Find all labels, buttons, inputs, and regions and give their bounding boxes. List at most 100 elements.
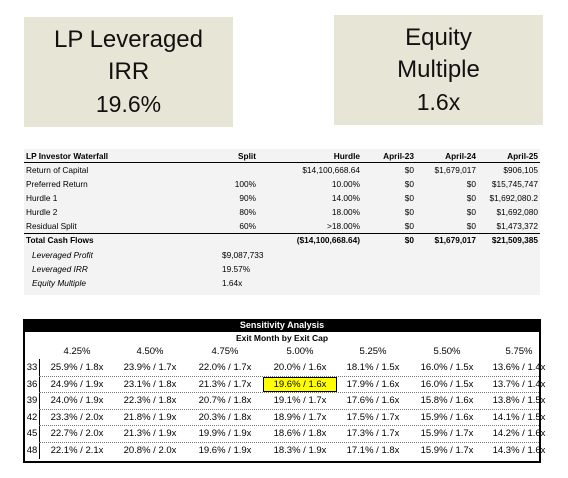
row-label: Preferred Return: [26, 179, 88, 189]
equity-label-line1: Equity: [405, 24, 472, 51]
exit-month-label: 45: [26, 428, 38, 439]
grid-cell: 15.9% / 1.7x: [420, 428, 474, 439]
row-rule: [39, 375, 539, 377]
exit-month-label: 39: [26, 395, 38, 406]
irr-label-line1: LP Leveraged: [53, 26, 203, 53]
exit-cap-header: 5.75%: [505, 346, 533, 357]
row-april-24: $0: [466, 179, 476, 189]
header-april-25: April-25: [507, 151, 538, 161]
table-row: Preferred Return 100% 10.00% $0 $0 $15,7…: [24, 178, 540, 191]
grid-cell: 23.9% / 1.7x: [123, 362, 177, 373]
sensitivity-title: Sensitivity Analysis: [239, 320, 325, 330]
row-split: 100%: [234, 179, 256, 189]
row-april-23: $0: [404, 179, 414, 189]
row-april-24: $0: [466, 193, 476, 203]
summary-label: Leveraged Profit: [32, 250, 93, 260]
summary-row: Leveraged Profit $9,087,733: [24, 249, 540, 262]
header-divider: [24, 162, 540, 163]
grid-cell: 15.9% / 1.7x: [420, 444, 474, 456]
grid-cell: 17.1% / 1.8x: [346, 444, 400, 456]
row-split: 90%: [239, 193, 256, 203]
grid-cell: 18.9% / 1.7x: [273, 411, 327, 423]
header-april-24: April-24: [445, 151, 476, 161]
grid-cell: 14.2% / 1.6x: [492, 428, 546, 439]
grid-cell: 21.3% / 1.7x: [198, 378, 252, 390]
grid-cell: 17.3% / 1.7x: [346, 428, 400, 439]
equity-label-line2: Multiple: [397, 56, 480, 83]
header-split: Split: [238, 151, 256, 161]
grid-cell: 15.9% / 1.6x: [420, 411, 474, 423]
summary-label: Leveraged IRR: [32, 264, 88, 274]
exit-cap-header: 5.25%: [359, 346, 387, 357]
row-april-25: $1,692,080: [496, 207, 538, 217]
grid-cell: 19.9% / 1.9x: [198, 428, 252, 439]
sensitivity-subtitle: Exit Month by Exit Cap: [25, 332, 539, 344]
sensitivity-table: Sensitivity Analysis Exit Month by Exit …: [23, 319, 545, 463]
row-rule: [39, 408, 539, 410]
grid-cell: 15.8% / 1.6x: [420, 395, 474, 406]
header-label: LP Investor Waterfall: [26, 151, 109, 161]
grid-cell: 21.8% / 1.9x: [123, 411, 177, 423]
grid-cell: 20.7% / 1.8x: [198, 395, 252, 406]
row-april-25: $1,473,372: [496, 221, 538, 231]
grid-cell: 22.0% / 1.7x: [198, 362, 252, 373]
exit-cap-header: 5.50%: [433, 346, 461, 357]
grid-cell: 25.9% / 1.8x: [50, 362, 104, 373]
row-rule: [39, 392, 539, 393]
exit-month-label: 48: [26, 444, 38, 456]
table-row: Hurdle 1 90% 14.00% $0 $0 $1,692,080.2: [24, 192, 540, 205]
grid-cell: 13.6% / 1.4x: [492, 362, 546, 373]
total-row: Total Cash Flows ($14,100,668.64) $0 $1,…: [24, 234, 540, 247]
row-april-23: $0: [404, 193, 414, 203]
row-hurdle: 18.00%: [331, 207, 360, 217]
grid-cell: 14.1% / 1.5x: [492, 411, 546, 423]
row-label: Hurdle 2: [26, 207, 58, 217]
row-april-23: $0: [404, 207, 414, 217]
row-rule: [39, 425, 539, 426]
row-april-25: $15,745,747: [491, 179, 538, 189]
row-hurdle: $14,100,668.64: [302, 165, 360, 175]
grid-cell: 19.6% / 1.9x: [198, 444, 252, 456]
equity-value: 1.6x: [416, 89, 461, 115]
grid-cell: 18.3% / 1.9x: [273, 444, 327, 456]
grid-cell: 13.7% / 1.4x: [492, 378, 546, 390]
grid-cell: 24.9% / 1.9x: [50, 378, 104, 390]
grid-cell: 19.1% / 1.7x: [273, 395, 327, 406]
grid-cell: 16.0% / 1.5x: [420, 362, 474, 373]
grid-cell: 23.1% / 1.8x: [123, 378, 177, 390]
irr-label-line2: IRR: [107, 58, 150, 85]
total-label: Total Cash Flows: [26, 235, 94, 245]
equity-multiple-card: Equity Multiple 1.6x: [334, 15, 543, 125]
exit-month-label: 36: [26, 378, 38, 390]
row-label: Return of Capital: [26, 165, 89, 175]
total-april-23: $0: [404, 235, 414, 245]
table-row: Hurdle 2 80% 18.00% $0 $0 $1,692,080: [24, 206, 540, 219]
grid-cell: 17.6% / 1.6x: [346, 395, 400, 406]
row-rule: [39, 441, 539, 443]
row-split: 60%: [239, 221, 256, 231]
irr-card: LP Leveraged IRR 19.6%: [24, 17, 233, 127]
header-april-23: April-23: [383, 151, 414, 161]
row-label: Hurdle 1: [26, 193, 58, 203]
row-april-24: $0: [466, 207, 476, 217]
total-april-24: $1,679,017: [434, 235, 476, 245]
grid-cell: 22.1% / 2.1x: [50, 444, 104, 456]
grid-cell: 20.0% / 1.6x: [273, 362, 327, 373]
grid-cell: 20.3% / 1.8x: [198, 411, 252, 423]
grid-cell: 18.6% / 1.8x: [273, 428, 327, 439]
total-april-25: $21,509,385: [491, 235, 538, 245]
summary-value: 19.57%: [222, 264, 251, 274]
total-hurdle: ($14,100,668.64): [296, 235, 360, 245]
grid-cell: 22.3% / 1.8x: [123, 395, 177, 406]
exit-cap-header: 5.00%: [286, 346, 314, 357]
exit-cap-header: 4.75%: [211, 346, 239, 357]
row-april-23: $0: [404, 221, 414, 231]
row-label: Residual Split: [26, 221, 77, 231]
exit-month-label: 42: [26, 411, 38, 423]
grid-cell: 17.9% / 1.6x: [346, 378, 400, 390]
table-row: Return of Capital $14,100,668.64 $0 $1,6…: [24, 164, 540, 177]
exit-cap-header: 4.50%: [136, 346, 164, 357]
summary-label: Equity Multiple: [32, 278, 86, 288]
row-hurdle: 10.00%: [331, 179, 360, 189]
row-split: 80%: [239, 207, 256, 217]
